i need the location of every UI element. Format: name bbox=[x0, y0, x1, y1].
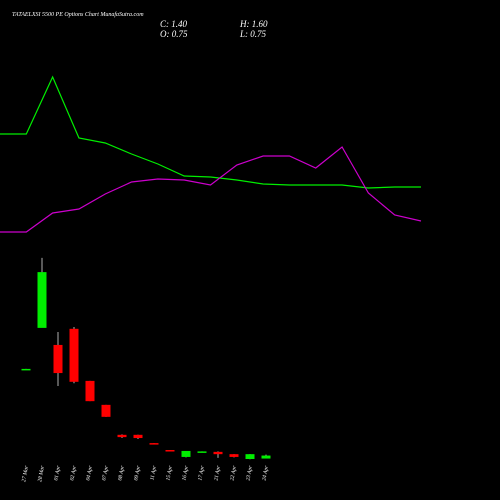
x-tick-label: 01 Apr bbox=[53, 464, 62, 481]
candle-body bbox=[101, 404, 111, 417]
candle-body bbox=[229, 454, 239, 457]
x-tick-label: 21 Apr bbox=[213, 464, 222, 481]
x-tick-label: 11 Apr bbox=[150, 464, 159, 480]
line-series bbox=[0, 75, 421, 189]
candle-body bbox=[53, 344, 63, 374]
candle-body bbox=[69, 328, 79, 382]
candle-body bbox=[245, 454, 255, 460]
x-tick-label: 04 Apr bbox=[84, 464, 94, 481]
candle-body bbox=[261, 455, 271, 459]
close-text: C: 1.40 bbox=[160, 19, 188, 29]
candle-body bbox=[85, 380, 95, 402]
candle-body bbox=[165, 450, 175, 452]
candle-body bbox=[197, 451, 207, 453]
chart-title: TATAELXSI 5500 PE Options Chart MunafaSu… bbox=[12, 11, 144, 18]
candle-body bbox=[37, 272, 47, 328]
x-tick-label: 07 Apr bbox=[101, 464, 110, 481]
x-tick-label: 17 Apr bbox=[197, 464, 206, 481]
x-tick-label: 23 Apr bbox=[245, 464, 254, 481]
x-tick-label: 28 Mar bbox=[37, 464, 46, 482]
line-series bbox=[0, 146, 422, 233]
candle-body bbox=[117, 434, 127, 438]
x-tick-label: 08 Apr bbox=[117, 464, 126, 481]
candle-body bbox=[21, 368, 31, 371]
candle-body bbox=[213, 451, 223, 455]
candle-body bbox=[149, 443, 159, 445]
x-tick-label: 27 Mar bbox=[21, 464, 30, 482]
high-text: H: 1.60 bbox=[239, 19, 268, 29]
x-tick-label: 22 Apr bbox=[229, 464, 238, 481]
low-text: L: 0.75 bbox=[239, 29, 267, 39]
x-tick-label: 09 Apr bbox=[133, 464, 142, 481]
x-tick-label: 16 Apr bbox=[181, 464, 190, 481]
x-tick-label: 24 Apr bbox=[260, 464, 270, 481]
x-tick-label: 02 Apr bbox=[69, 464, 78, 481]
x-tick-label: 15 Apr bbox=[165, 464, 174, 481]
open-text: O: 0.75 bbox=[160, 29, 188, 39]
candle-body bbox=[181, 450, 191, 457]
candle-body bbox=[133, 434, 143, 439]
